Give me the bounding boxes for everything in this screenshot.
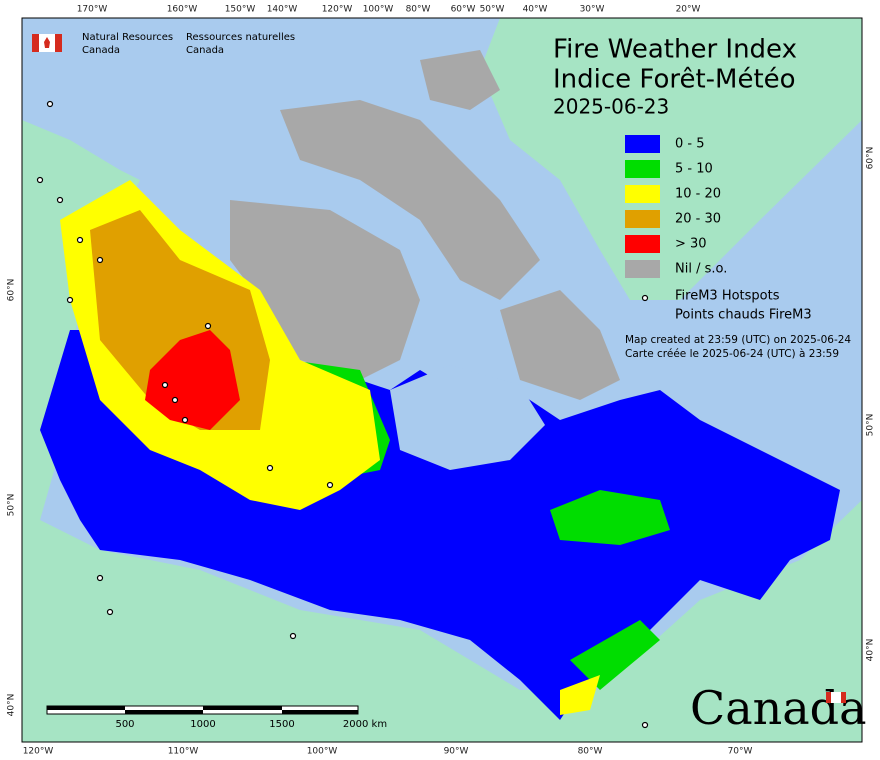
axis-label: 60°W (451, 5, 476, 15)
wordmark: Canada (690, 681, 867, 735)
credit: Carte créée le 2025-06-24 (UTC) à 23:59 (625, 348, 839, 360)
date: 2025-06-23 (553, 95, 669, 119)
legend-swatch (625, 160, 660, 178)
fwi-10-20 (560, 675, 600, 715)
fwi-5-10 (570, 620, 660, 690)
legend-label: 20 - 30 (675, 212, 721, 227)
hotspot (36, 176, 44, 184)
greenland (480, 18, 862, 300)
axis-label: 40°N (866, 639, 876, 662)
axis-label: 100°W (307, 747, 338, 757)
axis-label: 80°W (406, 5, 431, 15)
hotspot (76, 236, 84, 244)
legend-swatch (625, 210, 660, 228)
hotspot (326, 481, 334, 489)
scale-segment (47, 706, 125, 710)
hotspot (289, 632, 297, 640)
legend-label: 5 - 10 (675, 162, 713, 177)
axis-label: 30°W (580, 5, 605, 15)
scale-segment (125, 710, 203, 714)
legend-label: 10 - 20 (675, 187, 721, 202)
flag-band (55, 34, 62, 52)
legend: 0 - 5 5 - 10 10 - 20 20 - 30 > 30 Nil / s.o. (625, 135, 727, 278)
scale-segment (203, 706, 282, 710)
org-en: Natural Resources (82, 32, 173, 43)
fwi-over-30 (145, 330, 240, 430)
land (22, 18, 862, 742)
axis-label: 50°N (7, 494, 17, 517)
hudson-bay (390, 365, 545, 470)
scale-label: 2000 km (343, 719, 387, 730)
axis-label: 160°W (167, 5, 198, 15)
axis-label: 70°W (728, 747, 753, 757)
hotspot (96, 574, 104, 582)
title: Fire Weather Index (553, 35, 797, 65)
nil-area (280, 100, 540, 300)
map-frame (21, 17, 863, 743)
axis-label: 60°N (7, 279, 17, 302)
hotspot (106, 608, 114, 616)
axis-label: 110°W (168, 747, 199, 757)
hotspot (641, 721, 649, 729)
us-land (22, 120, 862, 742)
flag-leaf (44, 37, 50, 48)
axis-label: 60°N (866, 147, 876, 170)
axis-label: 150°W (225, 5, 256, 15)
hotspot (66, 296, 74, 304)
hotspot (266, 464, 274, 472)
scale-segment (282, 710, 358, 714)
axis-label: 170°W (77, 5, 108, 15)
hotspot (204, 322, 212, 330)
legend-swatch (625, 260, 660, 278)
fwi-5-10 (550, 490, 670, 545)
axis-label: 90°W (444, 747, 469, 757)
nil-area (420, 50, 500, 110)
axis-label: 120°W (23, 747, 54, 757)
org-en: Canada (82, 45, 120, 56)
hotspot (181, 416, 189, 424)
nrcan-logo: Natural Resources Canada Ressources natu… (32, 32, 295, 56)
legend-swatch (625, 185, 660, 203)
nil-area (230, 200, 420, 380)
hotspot-label: Points chauds FireM3 (675, 308, 812, 323)
axis-label: 100°W (363, 5, 394, 15)
axis-label: 50°W (480, 5, 505, 15)
credit: Map created at 23:59 (UTC) on 2025-06-24 (625, 334, 851, 346)
scale-bar (46, 705, 359, 715)
flag-band (32, 34, 39, 52)
hotspot-label: FireM3 Hotspots (675, 289, 780, 304)
axis-label: 140°W (267, 5, 298, 15)
legend-label: > 30 (675, 237, 707, 252)
axis-label: 20°W (676, 5, 701, 15)
scale-label: 500 (115, 719, 134, 730)
scale-label: 1500 (269, 719, 294, 730)
org-fr: Ressources naturelles (186, 32, 295, 43)
legend-swatch (625, 235, 660, 253)
axis-label: 80°W (578, 747, 603, 757)
hotspot (46, 100, 54, 108)
hotspot (56, 196, 64, 204)
axis-label: 40°W (523, 5, 548, 15)
hotspot (96, 256, 104, 264)
hotspots (36, 100, 649, 729)
axis-label: 40°N (7, 694, 17, 717)
legend-swatch (625, 135, 660, 153)
title: Indice Forêt-Météo (553, 65, 796, 95)
axis-label: 120°W (322, 5, 353, 15)
hotspot (171, 396, 179, 404)
hotspot-symbol (641, 294, 649, 302)
legend-label: Nil / s.o. (675, 262, 727, 277)
scale-label: 1000 (190, 719, 215, 730)
hotspot (161, 381, 169, 389)
nil-area (500, 290, 620, 400)
legend-label: 0 - 5 (675, 137, 705, 152)
axis-label: 50°N (866, 414, 876, 437)
org-fr: Canada (186, 45, 224, 56)
wordmark-flag (831, 692, 841, 703)
